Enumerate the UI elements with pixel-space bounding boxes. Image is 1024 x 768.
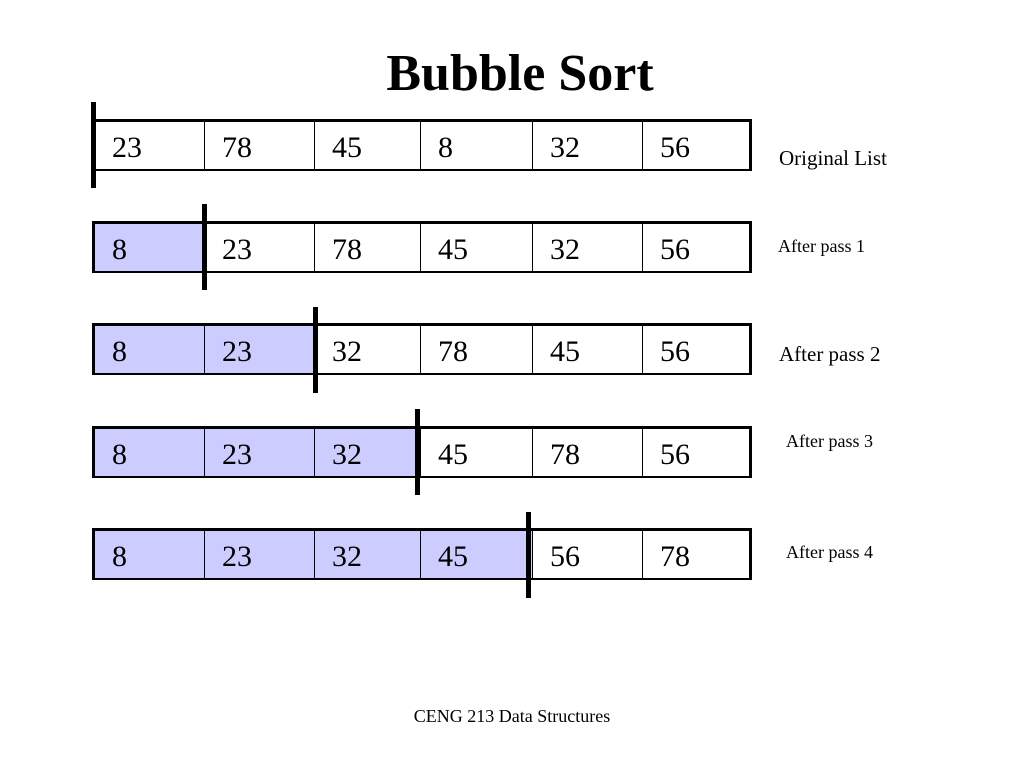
array-cell: 78 [205,122,315,169]
array-cell: 56 [660,233,690,266]
array-cell: 8 [421,122,533,169]
array-cell: 8 [95,531,205,578]
array-cell: 45 [533,326,643,373]
array-row-original: 23 78 45 8 32 56 [92,119,752,171]
array-cell: 23 [95,122,205,169]
array-cell: 23 [205,531,315,578]
row-label-pass-3: After pass 3 [786,431,873,451]
sorted-boundary-wall [202,204,207,290]
array-cell: 32 [533,122,643,169]
row-label-original: Original List [779,146,887,170]
slide-footer: CENG 213 Data Structures [413,706,611,726]
array-cell: 45 [315,122,421,169]
array-row-pass-3: 8 23 32 45 78 56 [92,426,752,478]
array-cell: 45 [421,531,533,578]
array-cell: 56 [660,438,690,471]
array-cell: 78 [421,326,533,373]
array-cell: 8 [95,326,205,373]
array-cell: 32 [533,224,643,271]
array-row-pass-4: 8 23 32 45 56 78 [92,528,752,580]
sorted-boundary-wall [313,307,318,393]
array-cell: 45 [421,224,533,271]
array-cell: 78 [533,429,643,476]
array-cell: 78 [315,224,421,271]
array-cell: 23 [205,224,315,271]
array-cell: 32 [315,326,421,373]
sorted-boundary-wall [91,102,96,188]
array-cell: 78 [660,540,690,573]
array-cell: 56 [533,531,643,578]
array-row-pass-2: 8 23 32 78 45 56 [92,323,752,375]
array-row-pass-1: 8 23 78 45 32 56 [92,221,752,273]
row-label-pass-2: After pass 2 [779,342,881,366]
array-cell: 56 [660,131,690,164]
array-cell: 23 [205,326,315,373]
array-cell: 56 [660,335,690,368]
array-cell: 8 [95,224,205,271]
array-cell: 32 [315,531,421,578]
sorted-boundary-wall [526,512,531,598]
array-cell: 8 [95,429,205,476]
row-label-pass-4: After pass 4 [786,542,873,562]
array-cell: 32 [315,429,421,476]
slide-title: Bubble Sort [386,45,654,102]
array-cell: 23 [205,429,315,476]
array-cell: 45 [421,429,533,476]
row-label-pass-1: After pass 1 [778,236,865,256]
sorted-boundary-wall [415,409,420,495]
